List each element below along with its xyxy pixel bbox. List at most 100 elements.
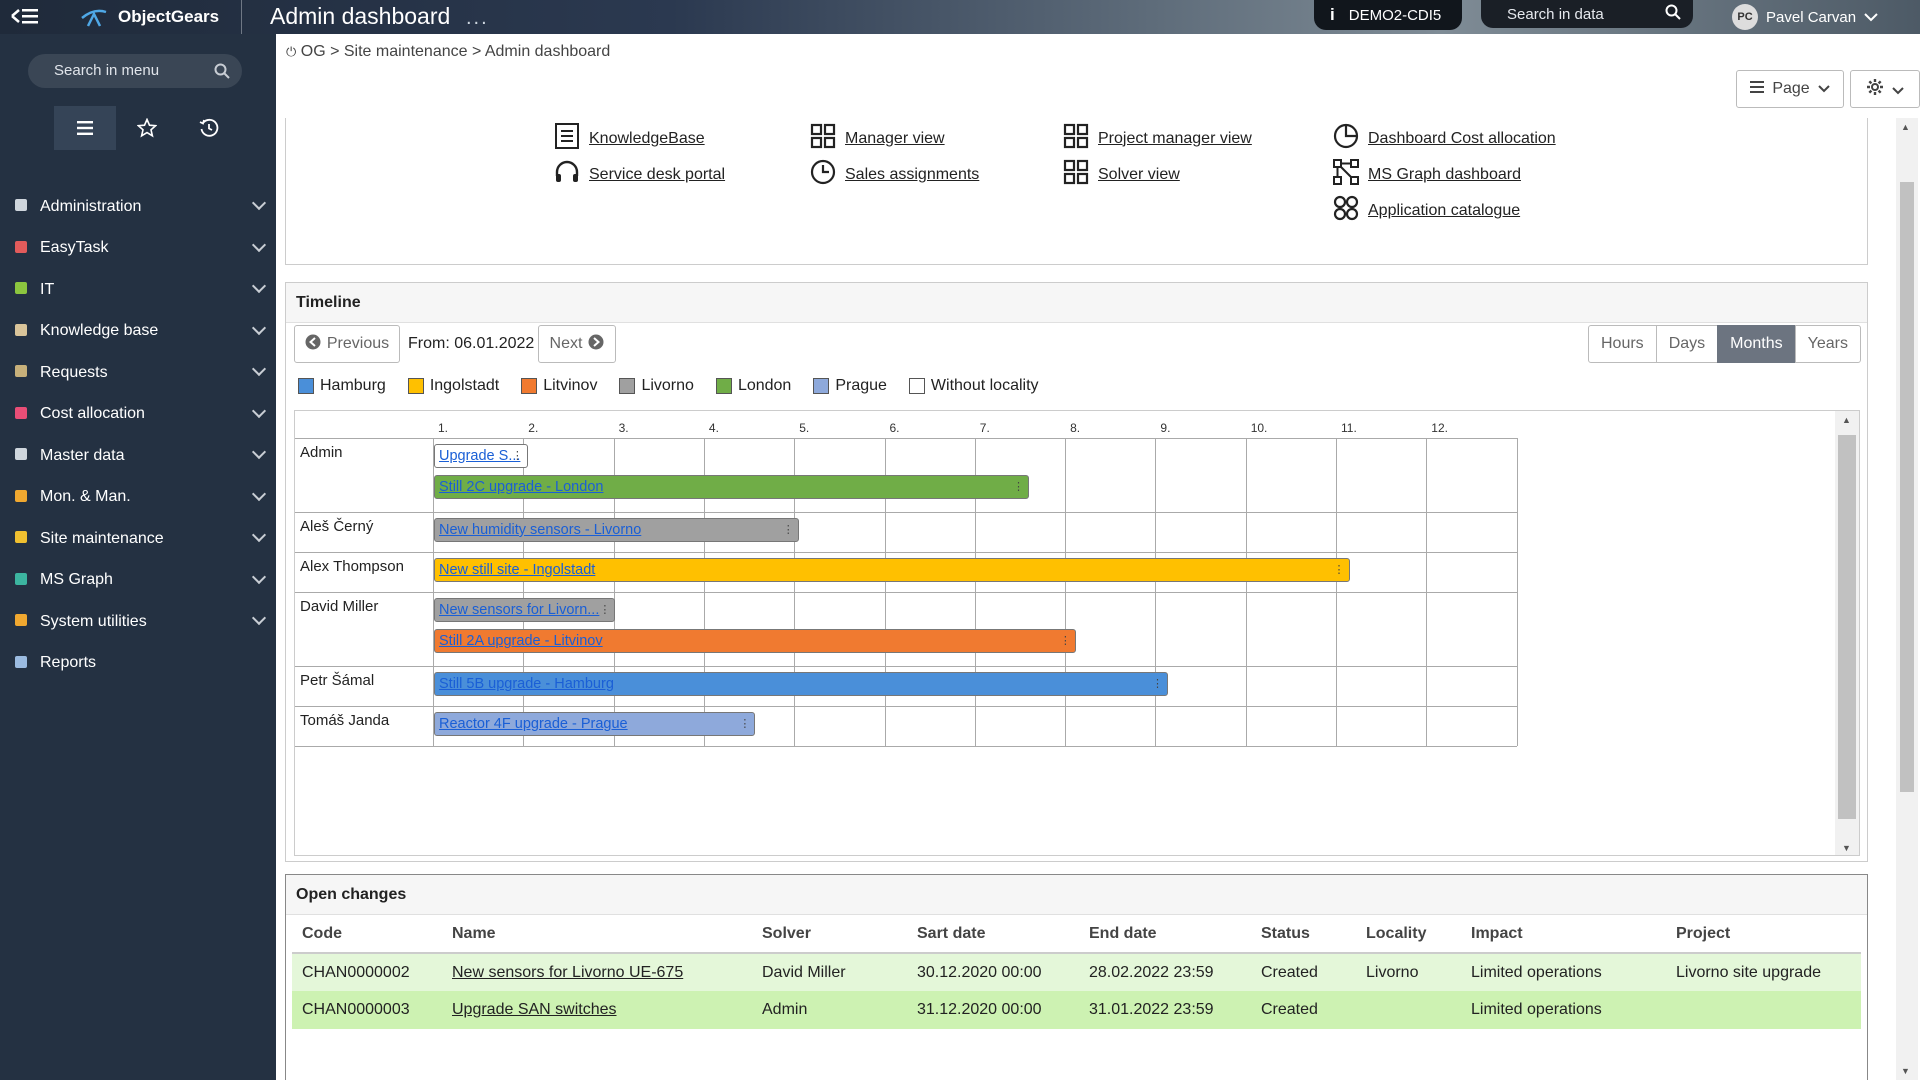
gantt-bar[interactable]: New humidity sensors - Livorno ⋮ bbox=[434, 518, 799, 542]
resize-grip-icon[interactable]: ⋮ bbox=[599, 604, 611, 616]
user-name: Pavel Carvan bbox=[1766, 8, 1857, 26]
chevron-down-icon bbox=[251, 237, 267, 252]
link-ms-graph-dashboard[interactable]: MS Graph dashboard bbox=[1332, 158, 1521, 191]
link-application-catalogue[interactable]: Application catalogue bbox=[1332, 194, 1520, 227]
gantt-bar[interactable]: Upgrade S... ⋮ bbox=[434, 444, 528, 468]
sidebar-item-knowledge-base[interactable]: Knowledge base bbox=[0, 311, 276, 353]
column-header[interactable]: Impact bbox=[1461, 915, 1666, 954]
gantt-bar[interactable]: Still 5B upgrade - Hamburg ⋮ bbox=[434, 672, 1169, 696]
resize-grip-icon[interactable]: ⋮ bbox=[1152, 678, 1164, 690]
sidebar-item-mon-man[interactable]: Mon. & Man. bbox=[0, 477, 276, 519]
column-header[interactable]: Locality bbox=[1356, 915, 1461, 954]
page-scroll-thumb[interactable] bbox=[1900, 182, 1914, 792]
menu-search-input[interactable]: Search in menu bbox=[28, 54, 242, 88]
link-project-manager-view[interactable]: Project manager view bbox=[1062, 122, 1252, 155]
sidebar-item-site-maintenance[interactable]: Site maintenance bbox=[0, 518, 276, 560]
link-sales-assignments[interactable]: Sales assignments bbox=[809, 158, 979, 191]
link-knowledgebase[interactable]: KnowledgeBase bbox=[553, 122, 705, 155]
scale-days-button[interactable]: Days bbox=[1655, 325, 1719, 363]
gantt-scroll-thumb[interactable] bbox=[1838, 435, 1856, 819]
resize-grip-icon[interactable]: ⋮ bbox=[1059, 635, 1071, 647]
scroll-up-icon[interactable]: ▲ bbox=[1901, 122, 1910, 132]
gantt-gridline bbox=[1516, 438, 1518, 746]
open-changes-panel: Open changes Code Name Solver Sart date End … bbox=[285, 874, 1868, 1080]
chevron-down-icon bbox=[1892, 79, 1904, 100]
scale-hours-button[interactable]: Hours bbox=[1588, 325, 1657, 363]
link-dashboard-cost-allocation[interactable]: Dashboard Cost allocation bbox=[1332, 122, 1556, 155]
link-solver-view[interactable]: Solver view bbox=[1062, 158, 1180, 191]
gantt-bar[interactable]: Still 2C upgrade - London ⋮ bbox=[434, 475, 1029, 499]
sidebar-item-it[interactable]: IT bbox=[0, 269, 276, 311]
gantt-bar[interactable]: New still site - Ingolstadt ⋮ bbox=[434, 558, 1350, 582]
table-cell[interactable]: New sensors for Livorno UE-675 bbox=[442, 953, 752, 991]
sidebar-item-administration[interactable]: Administration bbox=[0, 186, 276, 228]
table-row[interactable]: CHAN0000003 Upgrade SAN switches Admin 31.1… bbox=[292, 991, 1861, 1029]
gantt-bar-label: New humidity sensors - Livorno bbox=[439, 522, 642, 538]
previous-button[interactable]: Previous bbox=[294, 325, 400, 363]
column-header[interactable]: Project bbox=[1666, 915, 1861, 954]
column-header[interactable]: Sart date bbox=[907, 915, 1079, 954]
page-menu-button[interactable]: Page bbox=[1736, 70, 1844, 108]
resize-grip-icon[interactable]: ⋮ bbox=[782, 524, 794, 536]
sidebar-item-reports[interactable]: Reports bbox=[0, 643, 276, 685]
scroll-down-icon[interactable]: ▼ bbox=[1842, 843, 1851, 853]
table-cell: Livorno site upgrade bbox=[1666, 953, 1861, 991]
column-header[interactable]: Status bbox=[1251, 915, 1356, 954]
gantt-month-label: 10. bbox=[1250, 421, 1268, 435]
clock-icon bbox=[809, 158, 837, 191]
resize-grip-icon[interactable]: ⋮ bbox=[1012, 481, 1024, 493]
column-header[interactable]: Solver bbox=[752, 915, 907, 954]
menu-tab-icon[interactable] bbox=[54, 106, 116, 150]
resize-grip-icon[interactable]: ⋮ bbox=[739, 718, 751, 730]
menu-toggle-icon[interactable] bbox=[10, 5, 44, 29]
gantt-scrollbar[interactable]: ▲ ▼ bbox=[1835, 411, 1859, 855]
data-search-input[interactable]: Search in data bbox=[1481, 0, 1693, 28]
column-header[interactable]: Code bbox=[292, 915, 442, 954]
sidebar-item-system-utilities[interactable]: System utilities bbox=[0, 601, 276, 643]
page-scrollbar[interactable]: ▲ ▼ bbox=[1896, 118, 1918, 1080]
brand[interactable]: ObjectGears bbox=[80, 6, 219, 28]
legend-label: London bbox=[737, 377, 792, 394]
legend-swatch bbox=[298, 378, 314, 394]
link-manager-view[interactable]: Manager view bbox=[809, 122, 945, 155]
scale-months-button[interactable]: Months bbox=[1717, 325, 1796, 363]
settings-button[interactable] bbox=[1850, 70, 1920, 108]
next-button[interactable]: Next bbox=[538, 325, 616, 363]
sidebar-item-ms-graph[interactable]: MS Graph bbox=[0, 560, 276, 602]
scale-years-button[interactable]: Years bbox=[1794, 325, 1861, 363]
gantt-gridline bbox=[295, 438, 1517, 439]
column-header[interactable]: End date bbox=[1079, 915, 1251, 954]
column-header[interactable]: Name bbox=[442, 915, 752, 954]
resize-grip-icon[interactable]: ⋮ bbox=[511, 450, 523, 462]
legend-label: Hamburg bbox=[320, 377, 386, 394]
environment-badge[interactable]: i DEMO2-CDI5 bbox=[1314, 0, 1462, 30]
search-icon[interactable] bbox=[214, 54, 230, 92]
sidebar-item-easytask[interactable]: EasyTask bbox=[0, 228, 276, 270]
search-icon[interactable] bbox=[1665, 4, 1681, 25]
gantt-month-label: 5. bbox=[799, 421, 810, 435]
table-row[interactable]: CHAN0000002 New sensors for Livorno UE-67… bbox=[292, 953, 1861, 991]
gantt-bar[interactable]: Reactor 4F upgrade - Prague ⋮ bbox=[434, 712, 756, 736]
scroll-up-icon[interactable]: ▲ bbox=[1842, 415, 1851, 425]
sidebar-item-master-data[interactable]: Master data bbox=[0, 435, 276, 477]
environment-name: DEMO2-CDI5 bbox=[1348, 6, 1442, 24]
legend-item: Without locality bbox=[908, 377, 1039, 395]
dashboard-icon bbox=[1062, 122, 1090, 155]
scroll-down-icon[interactable]: ▼ bbox=[1901, 1066, 1910, 1076]
history-icon[interactable] bbox=[178, 106, 240, 150]
page-button-label: Page bbox=[1772, 80, 1810, 97]
gantt-bar[interactable]: Still 2A upgrade - Litvinov ⋮ bbox=[434, 629, 1076, 653]
sidebar-item-label: MS Graph bbox=[40, 571, 113, 589]
gantt-month-label: 6. bbox=[889, 421, 900, 435]
breadcrumb[interactable]: ⏻ OG > Site maintenance > Admin dashboar… bbox=[286, 43, 610, 61]
sidebar-item-cost-allocation[interactable]: Cost allocation bbox=[0, 394, 276, 436]
chevron-down-icon bbox=[1864, 9, 1878, 26]
table-cell[interactable]: Upgrade SAN switches bbox=[442, 991, 752, 1029]
more-options-icon[interactable]: ... bbox=[466, 7, 489, 29]
user-menu[interactable]: PC Pavel Carvan bbox=[1732, 4, 1878, 30]
gantt-bar[interactable]: New sensors for Livorn... ⋮ bbox=[434, 598, 616, 622]
favorites-star-icon[interactable] bbox=[116, 106, 178, 150]
sidebar-item-requests[interactable]: Requests bbox=[0, 352, 276, 394]
resize-grip-icon[interactable]: ⋮ bbox=[1333, 564, 1345, 576]
link-service-desk-portal[interactable]: Service desk portal bbox=[553, 158, 725, 191]
